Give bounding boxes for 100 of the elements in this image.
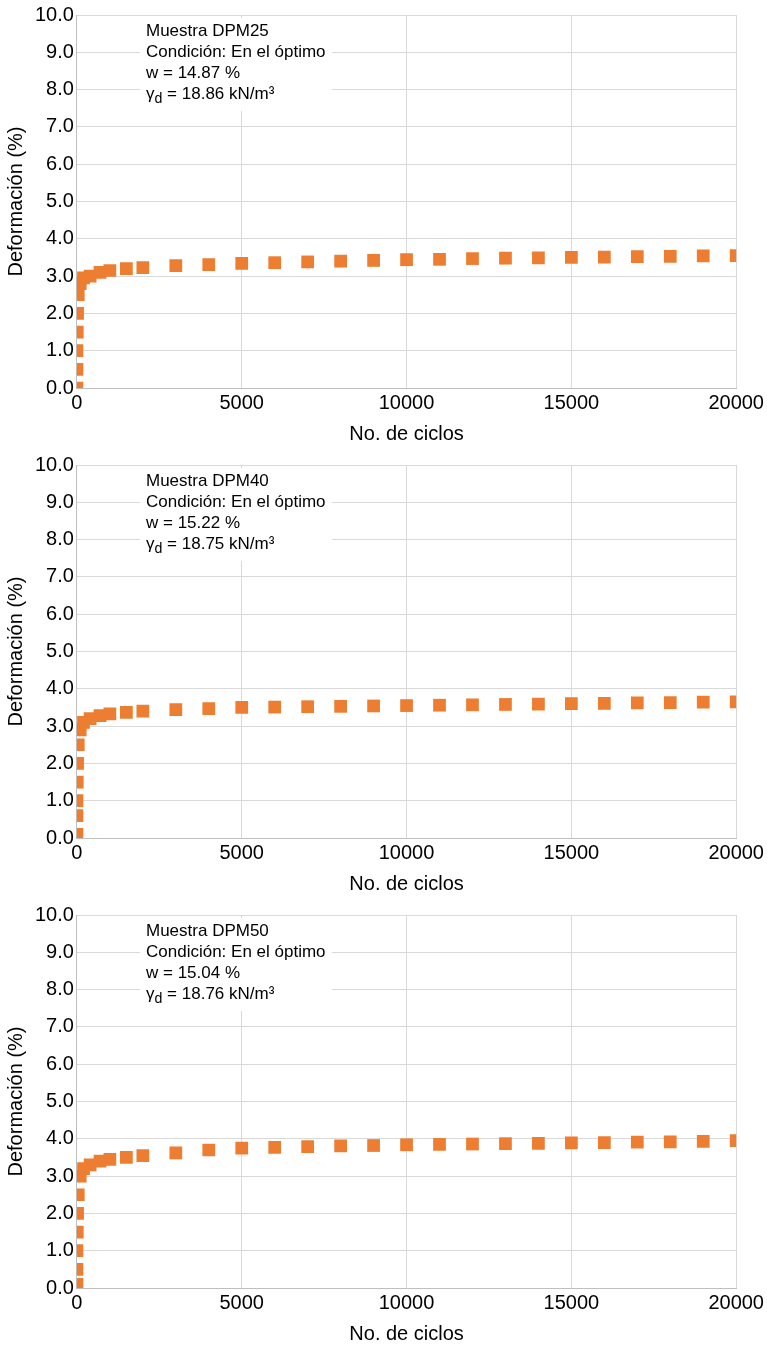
point <box>367 699 380 713</box>
point <box>466 698 479 712</box>
point <box>400 1138 413 1152</box>
point <box>663 249 677 263</box>
point <box>499 251 512 265</box>
annotation: Muestra DPM40 <box>146 471 269 490</box>
y-tick-label: 9.0 <box>46 39 74 62</box>
point <box>268 1141 282 1154</box>
y-tick-label: 10.0 <box>34 452 74 475</box>
x-tick-label: 20000 <box>708 390 764 413</box>
x-tick-label: 5000 <box>219 1290 264 1313</box>
x-tick-label: 20000 <box>708 840 764 863</box>
point <box>466 1137 479 1151</box>
point <box>301 255 315 269</box>
point <box>367 1139 380 1152</box>
point <box>334 1139 347 1153</box>
point <box>120 705 133 719</box>
point <box>630 696 644 710</box>
point <box>268 256 282 270</box>
x-tick-label: 15000 <box>543 840 600 863</box>
y-tick-label: 6.0 <box>46 601 74 624</box>
point <box>565 697 578 711</box>
point <box>663 1135 677 1149</box>
point <box>103 707 117 721</box>
point <box>235 1141 249 1155</box>
y-tick-label: 0.0 <box>46 825 74 848</box>
y-tick-label: 1.0 <box>46 338 74 361</box>
y-tick-label: 8.0 <box>46 527 74 550</box>
y-tick-label: 8.0 <box>46 977 74 1000</box>
x-tick-label: 15000 <box>543 390 600 413</box>
y-tick-label: 6.0 <box>46 151 74 174</box>
point <box>268 700 282 714</box>
point <box>565 1136 578 1150</box>
point <box>202 702 216 715</box>
point <box>499 1137 512 1151</box>
point <box>400 699 413 712</box>
point <box>696 249 710 263</box>
point <box>565 251 578 264</box>
point <box>597 1136 611 1149</box>
y-tick-label: 4.0 <box>46 676 74 699</box>
annotation: γ$_{d}$ = 18.75 kN/m³ <box>146 534 275 557</box>
x-tick-label: 5000 <box>219 390 264 413</box>
point <box>334 254 347 268</box>
y-tick-label: 9.0 <box>46 939 74 962</box>
y-tick-label: 3.0 <box>46 1163 74 1186</box>
point <box>301 700 315 714</box>
y-tick-label: 7.0 <box>46 564 74 587</box>
point <box>301 1140 315 1153</box>
y-tick-label: 5.0 <box>46 189 74 212</box>
point <box>169 1146 183 1160</box>
point <box>400 253 413 267</box>
annotation: Condición: En el óptimo <box>146 42 326 61</box>
annotation: γ$_{d}$ = 18.86 kN/m³ <box>146 84 275 107</box>
point <box>235 257 249 270</box>
point <box>120 262 133 275</box>
y-tick-label: 1.0 <box>46 1238 74 1261</box>
y-tick-label: 4.0 <box>46 226 74 249</box>
point <box>597 696 611 710</box>
point <box>334 699 347 713</box>
y-tick-label: 0.0 <box>46 375 74 398</box>
point <box>202 258 216 271</box>
y-tick-label: 2.0 <box>46 300 74 323</box>
annotation: w = 15.04 % <box>146 963 241 982</box>
annotation: w = 14.87 % <box>146 63 241 82</box>
y-axis-title: Deformación (%) <box>3 576 26 727</box>
x-tick-label: 15000 <box>543 1290 600 1313</box>
x-tick-label: 10000 <box>378 1290 435 1313</box>
y-tick-label: 0.0 <box>46 1275 74 1298</box>
y-tick-label: 10.0 <box>34 2 74 25</box>
x-tick-label: 10000 <box>378 390 435 413</box>
point <box>202 1143 216 1157</box>
annotation: Muestra DPM25 <box>146 21 269 40</box>
y-axis-title: Deformación (%) <box>3 1026 26 1177</box>
point <box>532 1136 545 1150</box>
y-tick-label: 3.0 <box>46 713 74 736</box>
y-tick-label: 5.0 <box>46 1089 74 1112</box>
y-axis-title: Deformación (%) <box>3 126 26 277</box>
y-tick-label: 9.0 <box>46 489 74 512</box>
point <box>120 1151 133 1164</box>
point <box>466 252 479 265</box>
point <box>367 254 380 267</box>
y-tick-label: 2.0 <box>46 750 74 773</box>
annotation: Condición: En el óptimo <box>146 492 326 511</box>
point <box>630 250 644 264</box>
point <box>532 251 545 265</box>
point <box>235 701 249 714</box>
x-axis-title: No. de ciclos <box>349 871 464 894</box>
y-tick-label: 10.0 <box>34 902 74 925</box>
point <box>169 703 183 717</box>
point <box>433 252 446 266</box>
annotation: γ$_{d}$ = 18.76 kN/m³ <box>146 984 275 1007</box>
point <box>169 259 183 273</box>
point <box>136 1149 150 1162</box>
point <box>103 264 117 277</box>
point <box>433 1138 446 1151</box>
point <box>532 697 545 711</box>
point <box>433 698 446 712</box>
y-tick-label: 5.0 <box>46 639 74 662</box>
x-axis-title: No. de ciclos <box>349 421 464 444</box>
x-axis-title: No. de ciclos <box>349 1321 464 1344</box>
